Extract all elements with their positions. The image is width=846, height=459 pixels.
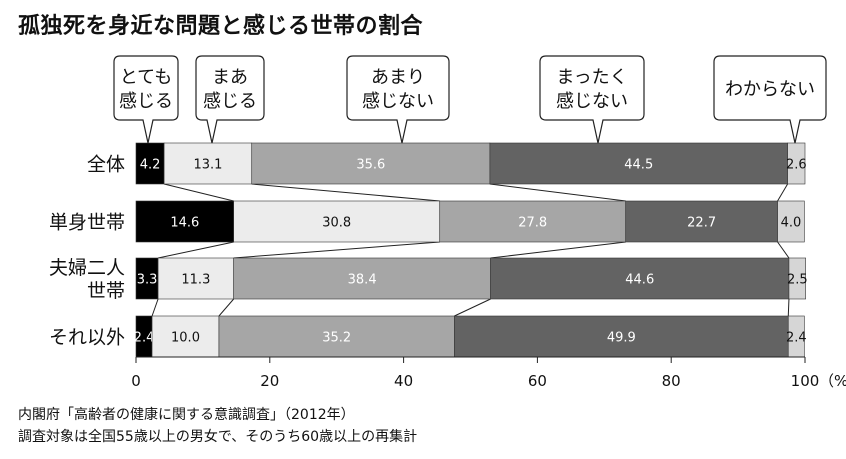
bar-segment [233, 257, 491, 300]
legend-label: 感じる [203, 91, 257, 112]
data-label: 4.2 [140, 158, 161, 173]
connector-line [454, 298, 491, 317]
data-label: 35.6 [356, 158, 385, 173]
bar-segment [439, 200, 627, 243]
connector-line [777, 183, 789, 202]
data-label: 14.6 [170, 216, 199, 231]
x-tick-label: 60 [528, 372, 547, 390]
connector-line [218, 298, 235, 317]
survey-note: 調査対象は全国55歳以上の男女で、そのうち60歳以上の再集計 [18, 429, 418, 445]
legend-label: 感じる [119, 91, 173, 112]
data-label: 49.9 [607, 331, 636, 346]
legend-callout [195, 55, 265, 144]
legend-callout [539, 55, 645, 144]
x-axis-unit: （%） [819, 372, 846, 390]
chart-title: 孤独死を身近な問題と感じる世帯の割合 [18, 14, 424, 39]
category-label: 夫婦二人 [49, 257, 125, 279]
data-label: 10.0 [171, 331, 200, 346]
bar-segment [233, 200, 441, 243]
data-label: 11.3 [181, 273, 210, 288]
data-label: 3.3 [137, 273, 158, 288]
source-note: 内閣府「高齢者の健康に関する意識調査」（2012年） [18, 407, 355, 423]
data-label: 44.5 [624, 158, 653, 173]
x-tick-label: 20 [260, 372, 279, 390]
x-tick-label: 0 [131, 372, 141, 390]
bar-segment [625, 200, 778, 243]
bar-segment [151, 315, 220, 358]
category-label: 単身世帯 [49, 212, 125, 234]
x-tick-label: 40 [394, 372, 413, 390]
bar-segment [251, 142, 491, 185]
legend-label: 感じない [556, 91, 628, 112]
connector-line [251, 183, 440, 202]
legend-callout [113, 55, 179, 144]
bar-segment [788, 257, 806, 300]
category-label: 全体 [87, 154, 125, 176]
data-label: 44.6 [625, 273, 654, 288]
data-label: 30.8 [322, 216, 351, 231]
x-tick-label: 100 [791, 372, 820, 390]
data-label: 13.1 [193, 158, 222, 173]
connector-line [777, 241, 790, 259]
connector-line [490, 241, 626, 259]
data-label: 2.4 [134, 331, 155, 346]
bar-segment [777, 200, 805, 243]
connector-line [151, 298, 159, 317]
legend-callout [713, 55, 827, 144]
data-label: 4.0 [781, 216, 802, 231]
data-label: 2.4 [786, 331, 807, 346]
legend-label: とても [120, 67, 173, 88]
data-label: 38.4 [348, 273, 377, 288]
connector-line [787, 298, 790, 317]
bar-segment [218, 315, 455, 358]
connector-line [157, 241, 234, 259]
data-label: 27.8 [518, 216, 547, 231]
data-label: 22.7 [687, 216, 716, 231]
bar-segment [163, 142, 253, 185]
data-label: 2.6 [786, 158, 807, 173]
connector-line [489, 183, 626, 202]
category-label: それ以外 [49, 327, 125, 349]
legend-label: まあ [212, 67, 248, 88]
legend-label: まったく [556, 67, 627, 88]
bar-segment [135, 200, 234, 243]
data-label: 35.2 [322, 331, 351, 346]
bar-segment [135, 142, 165, 185]
x-tick-label: 80 [662, 372, 681, 390]
legend-label: 感じない [362, 91, 434, 112]
legend-callout [346, 55, 450, 144]
legend-label: あまり [371, 67, 425, 88]
category-label: 世帯 [87, 280, 125, 302]
bar-segment [489, 142, 788, 185]
connector-line [163, 183, 234, 202]
legend-label: わからない [725, 79, 815, 100]
bar-segment [454, 315, 789, 358]
bar-segment [787, 142, 806, 185]
data-label: 2.5 [787, 273, 808, 288]
connector-line [233, 241, 440, 259]
bar-segment [157, 257, 234, 300]
